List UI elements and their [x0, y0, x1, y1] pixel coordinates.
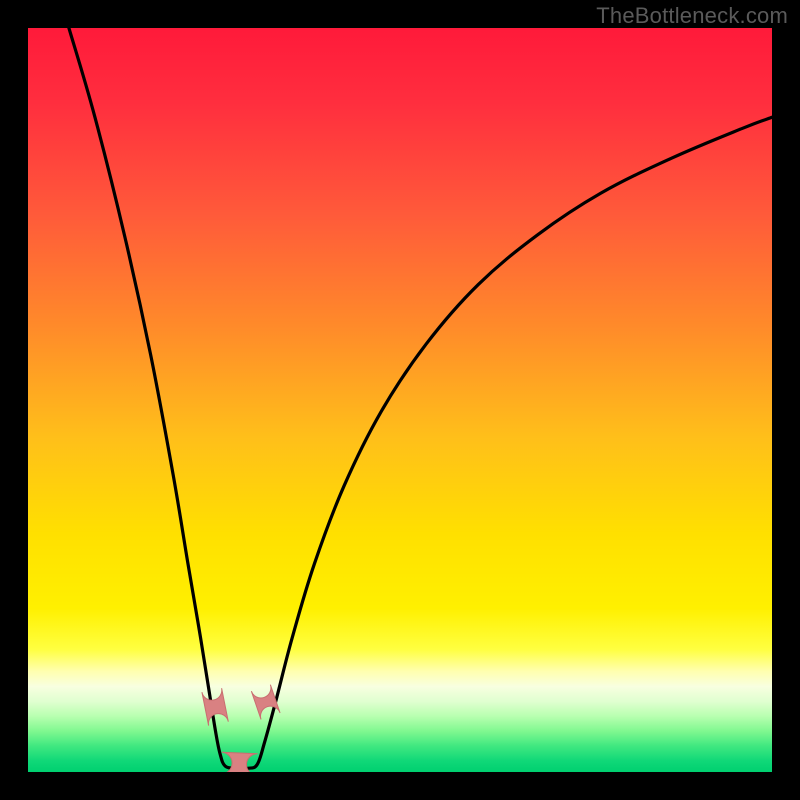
bottleneck-curve	[69, 28, 772, 769]
valley-marker	[251, 685, 280, 720]
plot-area	[28, 28, 772, 772]
chart-frame: TheBottleneck.com	[0, 0, 800, 800]
curve-layer	[28, 28, 772, 772]
watermark-text: TheBottleneck.com	[596, 3, 788, 29]
